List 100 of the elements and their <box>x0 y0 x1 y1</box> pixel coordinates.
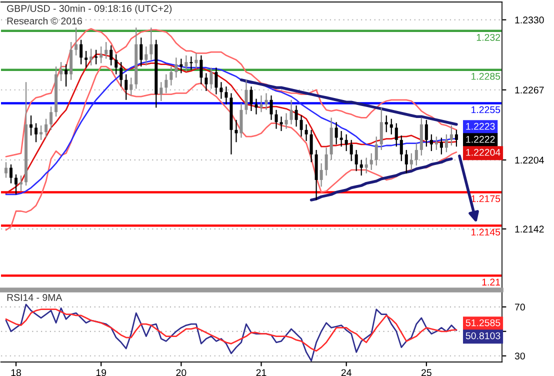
ref-line-label: 1.232 <box>476 34 500 41</box>
candlestick <box>350 139 353 162</box>
candlestick <box>444 134 448 153</box>
candlestick <box>454 129 458 148</box>
candlestick <box>224 86 228 105</box>
candlestick <box>424 119 428 148</box>
candlestick <box>434 136 438 151</box>
data-label: 1.22204 <box>466 148 500 156</box>
candlestick <box>240 102 243 138</box>
candlestick <box>104 41 108 60</box>
ref-line-label: 1.2175 <box>472 195 500 202</box>
line-series <box>5 66 458 231</box>
candlestick <box>264 92 268 110</box>
candlestick <box>374 136 378 166</box>
candlestick <box>394 122 398 148</box>
data-label: 50.8103 <box>466 332 500 340</box>
candlestick <box>344 134 348 152</box>
ref-line-label: 1.21 <box>482 278 500 286</box>
candlestick <box>94 49 98 65</box>
candlestick <box>184 54 188 72</box>
line-series <box>240 78 458 126</box>
candlestick <box>10 164 13 184</box>
candlestick <box>80 39 83 65</box>
candlestick <box>320 162 323 188</box>
candlestick <box>260 94 263 113</box>
candlestick <box>50 106 53 130</box>
candlestick <box>364 157 368 174</box>
candlestick <box>190 56 193 70</box>
candlestick <box>220 82 223 100</box>
candlestick <box>194 52 198 70</box>
y-tick-label: 30 <box>514 352 525 360</box>
candlestick <box>280 116 283 132</box>
candlestick <box>74 27 78 56</box>
candlestick <box>324 147 328 176</box>
chart-title: RSI14 - 9MA <box>7 294 62 301</box>
candlestick <box>84 50 88 68</box>
y-tick-label: 1.2142 <box>515 226 544 232</box>
candlestick <box>204 72 208 92</box>
y-tick-label: 1.2267 <box>515 86 544 94</box>
candlestick <box>130 77 133 96</box>
candlestick <box>64 64 68 88</box>
candlestick <box>340 130 343 148</box>
candlestick <box>150 27 153 60</box>
text: 1.2222 <box>466 136 495 143</box>
candlestick <box>250 86 253 112</box>
candlestick <box>124 74 128 100</box>
data-label: 51.2585 <box>466 319 500 326</box>
text: Research © 2016 <box>7 17 82 24</box>
x-tick-label: 25 <box>422 369 432 376</box>
candlestick <box>40 124 43 140</box>
x-tick-label: 21 <box>256 369 266 376</box>
candlestick <box>214 67 218 95</box>
candlestick <box>370 152 373 171</box>
candlestick <box>310 129 313 163</box>
candlestick <box>170 66 173 86</box>
candlestick <box>4 162 8 178</box>
candlestick <box>304 124 308 142</box>
candlestick <box>254 98 258 115</box>
candlestick <box>430 134 433 152</box>
candlestick <box>30 114 33 136</box>
candlestick <box>380 107 383 151</box>
candlestick <box>384 114 388 133</box>
candlestick <box>354 149 358 172</box>
candlestick <box>90 48 93 66</box>
candlestick <box>284 112 288 130</box>
x-tick-label: 18 <box>11 369 21 376</box>
data-label: 1.2223 <box>466 122 495 130</box>
candlestick <box>44 118 48 138</box>
x-tick-label: 19 <box>96 369 106 376</box>
candlestick <box>290 99 293 125</box>
candlestick <box>390 118 393 135</box>
candlestick <box>410 152 413 171</box>
ref-line-label: 1.2145 <box>472 228 500 236</box>
candlestick <box>120 62 123 88</box>
candlestick <box>110 44 113 66</box>
candlestick <box>294 104 298 128</box>
candlestick <box>244 79 248 115</box>
candlestick <box>14 174 18 195</box>
candlestick <box>400 134 403 162</box>
candlestick <box>414 142 418 166</box>
line-series <box>5 304 458 362</box>
candlestick <box>174 57 178 78</box>
candlestick <box>450 124 453 146</box>
candlestick <box>274 109 278 130</box>
candlestick <box>60 62 63 82</box>
candlestick <box>100 46 103 64</box>
candlestick <box>334 122 338 145</box>
chart-title: GBP/USD - 30min - 09:18:16 (UTC+2) <box>7 4 172 14</box>
line-series <box>310 157 453 202</box>
x-tick-label: 20 <box>176 369 186 376</box>
x-tick-label: 24 <box>341 369 352 376</box>
candlestick <box>360 159 363 176</box>
candlestick <box>404 149 408 174</box>
ref-line-label: 1.2285 <box>472 72 500 80</box>
y-tick-label: 70 <box>515 304 525 311</box>
candlestick <box>20 174 23 192</box>
candlestick <box>234 119 238 143</box>
line-series <box>5 308 458 352</box>
candlestick <box>300 114 303 138</box>
candlestick <box>34 122 38 143</box>
